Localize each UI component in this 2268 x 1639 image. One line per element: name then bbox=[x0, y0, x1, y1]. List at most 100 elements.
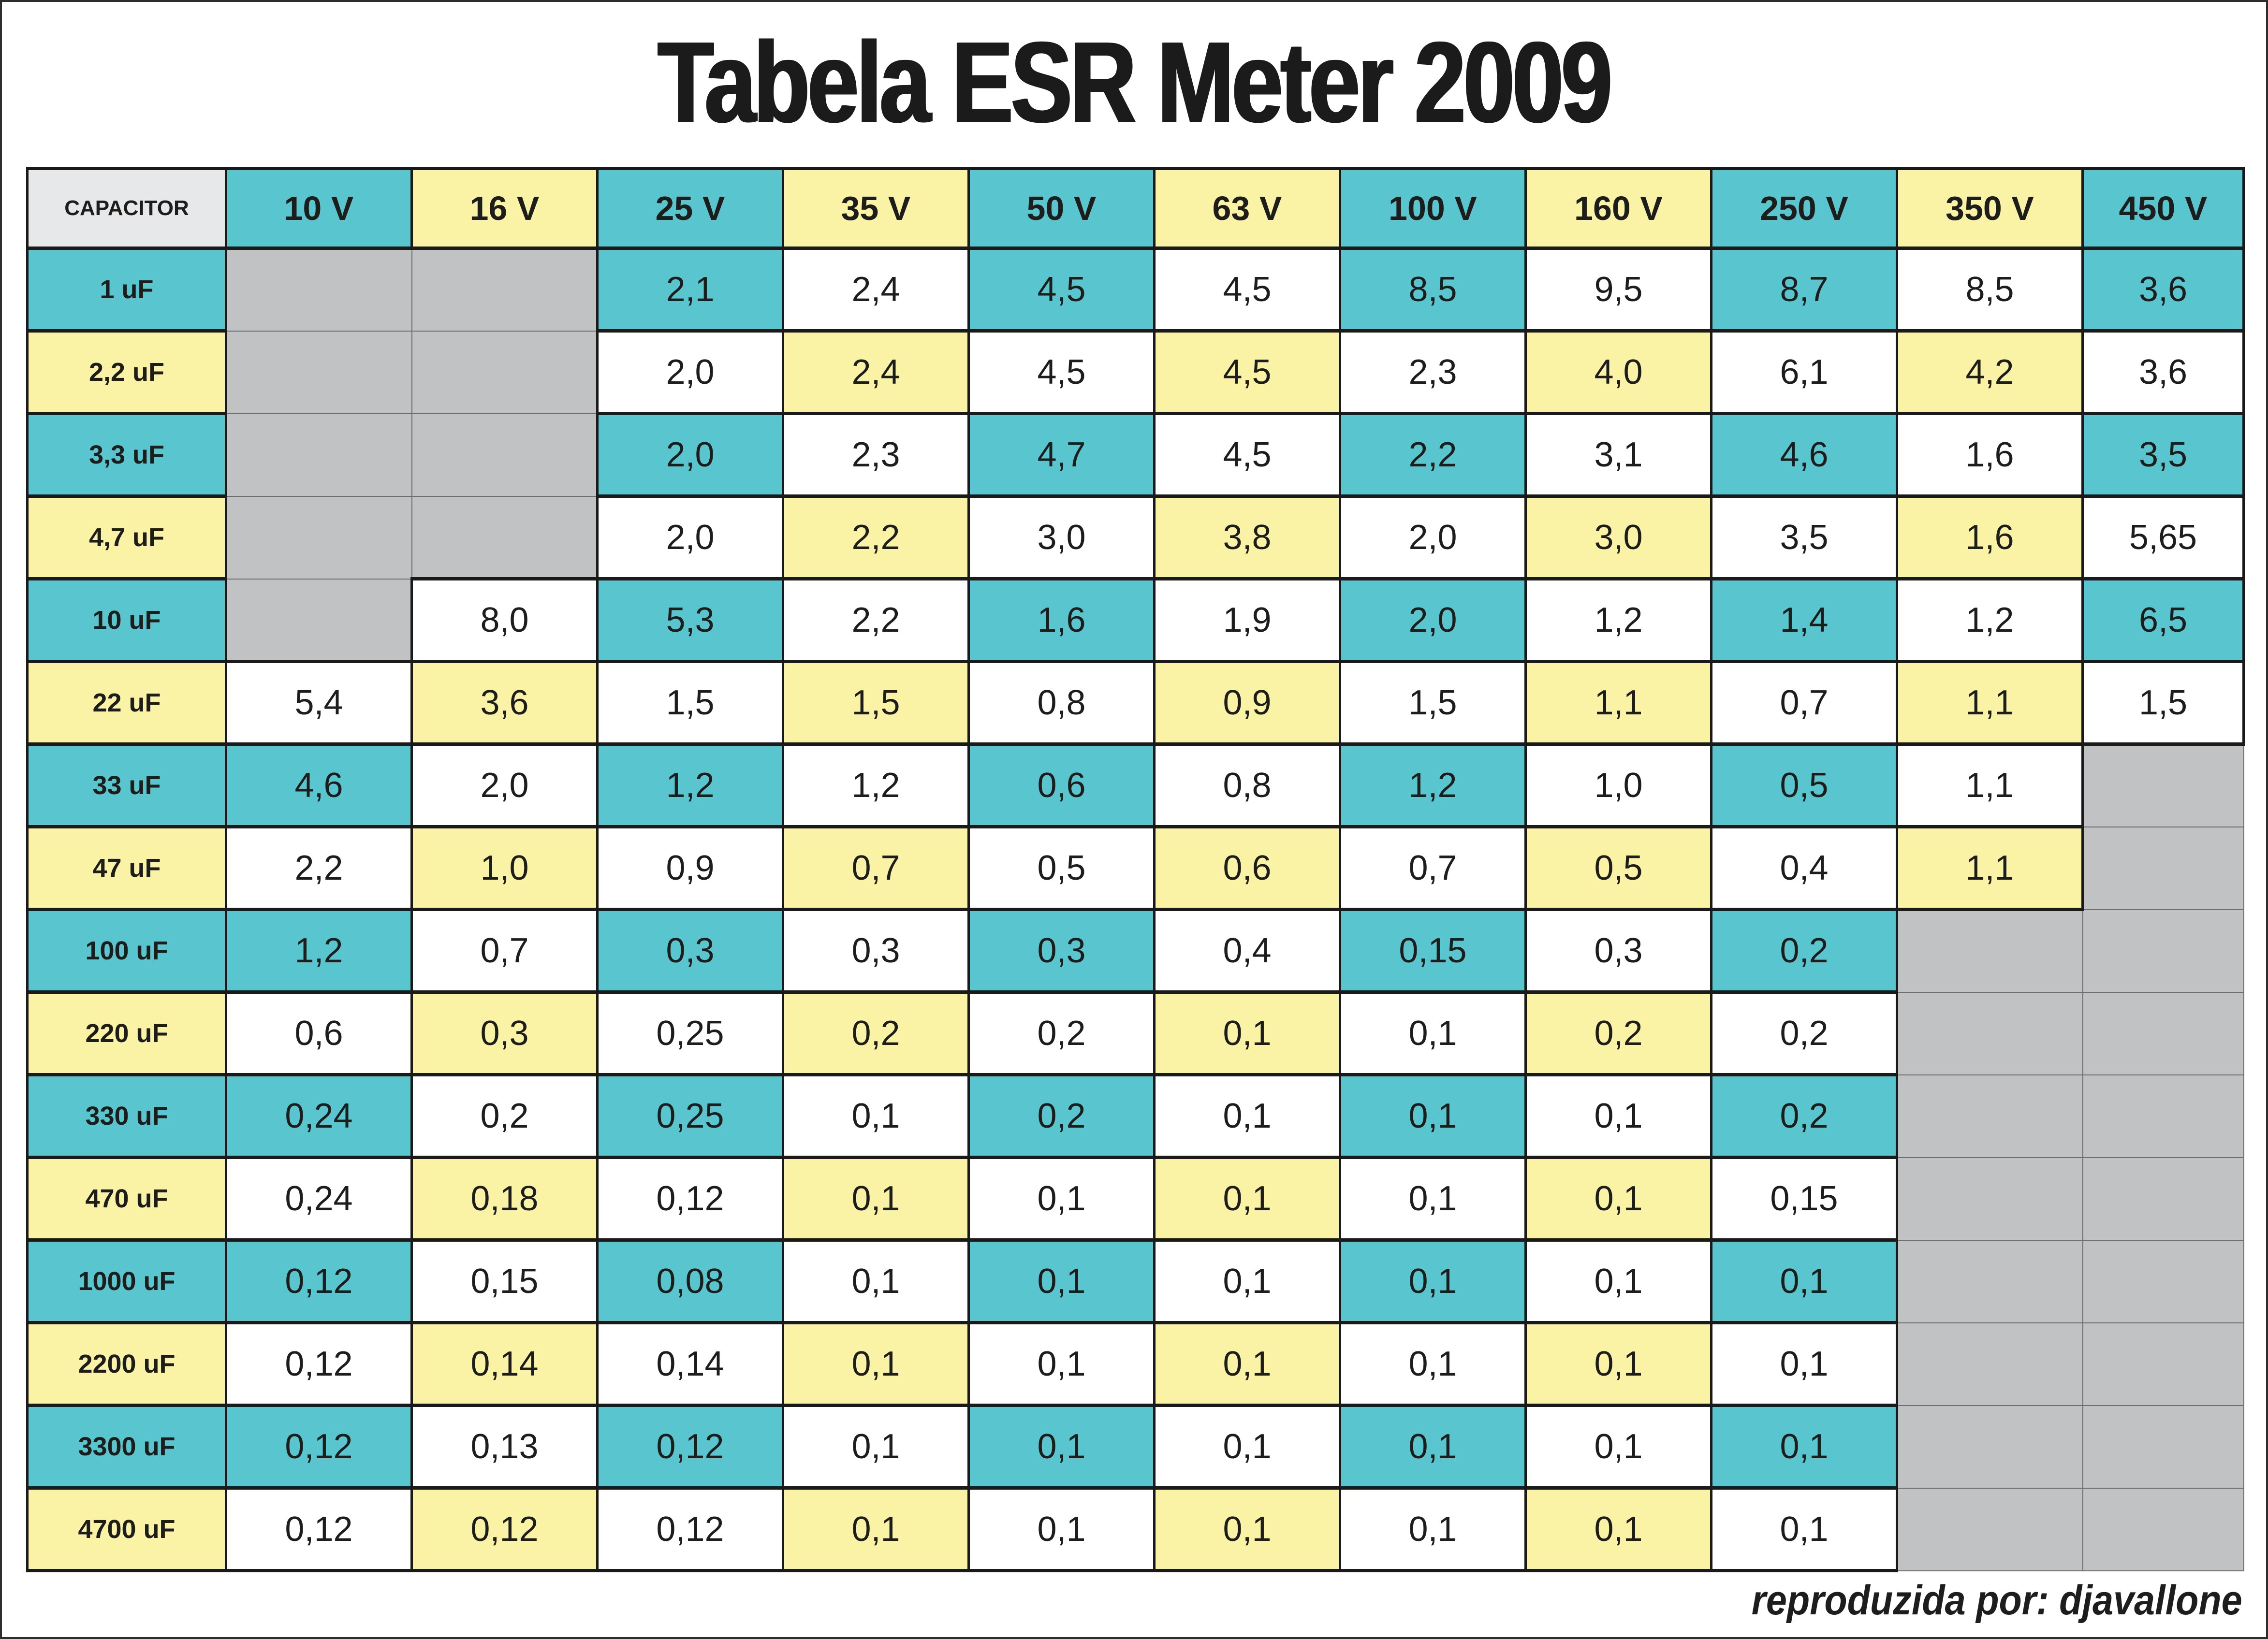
esr-value-cell: 0,7 bbox=[782, 825, 970, 911]
esr-value-cell: 8,0 bbox=[410, 577, 599, 663]
esr-value-cell: 0,3 bbox=[596, 908, 784, 994]
esr-value-cell: 2,0 bbox=[596, 494, 784, 580]
row-label-2200-uf: 2200 uF bbox=[26, 1321, 227, 1407]
empty-cell bbox=[411, 413, 598, 497]
esr-value-cell: 0,24 bbox=[225, 1156, 413, 1242]
esr-value-cell: 0,1 bbox=[1339, 1238, 1527, 1324]
row-label-22-uf: 22 uF bbox=[26, 660, 227, 746]
esr-value-cell: 0,6 bbox=[225, 990, 413, 1076]
esr-value-cell: 5,4 bbox=[225, 660, 413, 746]
esr-value-cell: 0,9 bbox=[1153, 660, 1341, 746]
esr-value-cell: 3,8 bbox=[1153, 494, 1341, 580]
esr-value-cell: 0,25 bbox=[596, 990, 784, 1076]
esr-value-cell: 1,2 bbox=[1524, 577, 1712, 663]
table-row: 100 uF 1,2 0,7 0,3 0,3 0,3 0,4 0,15 0,3 0,2 bbox=[26, 908, 2244, 994]
esr-value-cell: 1,5 bbox=[1339, 660, 1527, 746]
empty-cell bbox=[1896, 1322, 2083, 1406]
col-header-100-v: 100 V bbox=[1339, 167, 1527, 250]
empty-cell bbox=[1896, 1405, 2083, 1489]
row-label-1-uf: 1 uF bbox=[26, 247, 227, 333]
esr-value-cell: 2,0 bbox=[596, 329, 784, 415]
esr-value-cell: 3,6 bbox=[2081, 247, 2245, 333]
esr-value-cell: 0,1 bbox=[782, 1404, 970, 1490]
esr-value-cell: 1,6 bbox=[967, 577, 1156, 663]
col-header-16-v: 16 V bbox=[410, 167, 599, 250]
esr-value-cell: 4,0 bbox=[1524, 329, 1712, 415]
col-header-250-v: 250 V bbox=[1710, 167, 1898, 250]
empty-cell bbox=[225, 247, 412, 332]
table-row: 22 uF 5,4 3,6 1,5 1,5 0,8 0,9 1,5 1,1 0,7 1,1 1,5 bbox=[26, 660, 2245, 746]
row-label-33-uf: 33 uF bbox=[26, 742, 227, 828]
col-header-160-v: 160 V bbox=[1524, 167, 1712, 250]
empty-cell bbox=[2082, 1322, 2244, 1406]
esr-value-cell: 0,15 bbox=[1339, 908, 1527, 994]
esr-value-cell: 0,1 bbox=[1153, 990, 1341, 1076]
esr-value-cell: 1,6 bbox=[1896, 494, 2084, 580]
esr-value-cell: 0,12 bbox=[225, 1321, 413, 1407]
esr-value-cell: 4,5 bbox=[1153, 412, 1341, 498]
table-body: 1 uF 2,1 2,4 4,5 4,5 8,5 9,5 8,7 8,5 3,6 2,2 uF 2,0… bbox=[26, 247, 2245, 1572]
empty-cell bbox=[2082, 1239, 2244, 1323]
esr-value-cell: 0,4 bbox=[1710, 825, 1898, 911]
esr-value-cell: 0,8 bbox=[1153, 742, 1341, 828]
col-header-10-v: 10 V bbox=[225, 167, 413, 250]
esr-value-cell: 0,1 bbox=[1153, 1321, 1341, 1407]
row-label-1000-uf: 1000 uF bbox=[26, 1238, 227, 1324]
esr-value-cell: 3,6 bbox=[410, 660, 599, 746]
table-row: 4700 uF 0,12 0,12 0,12 0,1 0,1 0,1 0,1 0,1 0,1 bbox=[26, 1486, 2244, 1572]
esr-value-cell: 0,9 bbox=[596, 825, 784, 911]
row-label-330-uf: 330 uF bbox=[26, 1073, 227, 1159]
esr-value-cell: 0,7 bbox=[410, 908, 599, 994]
esr-value-cell: 0,1 bbox=[1339, 1156, 1527, 1242]
esr-value-cell: 3,0 bbox=[1524, 494, 1712, 580]
esr-value-cell: 0,1 bbox=[1524, 1486, 1712, 1572]
esr-value-cell: 0,6 bbox=[967, 742, 1156, 828]
esr-value-cell: 0,15 bbox=[410, 1238, 599, 1324]
esr-value-cell: 0,1 bbox=[1153, 1156, 1341, 1242]
esr-value-cell: 1,9 bbox=[1153, 577, 1341, 663]
esr-value-cell: 3,6 bbox=[2081, 329, 2245, 415]
esr-value-cell: 2,2 bbox=[782, 577, 970, 663]
esr-value-cell: 2,0 bbox=[1339, 494, 1527, 580]
empty-cell bbox=[225, 413, 412, 497]
esr-value-cell: 0,15 bbox=[1710, 1156, 1898, 1242]
esr-value-cell: 8,7 bbox=[1710, 247, 1898, 333]
row-label-2-2-uf: 2,2 uF bbox=[26, 329, 227, 415]
esr-value-cell: 3,0 bbox=[967, 494, 1156, 580]
empty-cell bbox=[1896, 1157, 2083, 1241]
esr-value-cell: 0,12 bbox=[410, 1486, 599, 1572]
esr-value-cell: 0,13 bbox=[410, 1404, 599, 1490]
esr-table: CAPACITOR 10 V 16 V 25 V 35 V 50 V 63 V 100 V 16… bbox=[26, 167, 2245, 1572]
esr-value-cell: 0,1 bbox=[1153, 1073, 1341, 1159]
esr-value-cell: 0,1 bbox=[967, 1486, 1156, 1572]
esr-value-cell: 2,0 bbox=[1339, 577, 1527, 663]
empty-cell bbox=[2082, 991, 2244, 1075]
empty-cell bbox=[225, 578, 412, 662]
esr-value-cell: 0,1 bbox=[782, 1238, 970, 1324]
empty-cell bbox=[225, 495, 412, 580]
header-row: CAPACITOR 10 V 16 V 25 V 35 V 50 V 63 V 100 V 16… bbox=[26, 167, 2245, 250]
esr-value-cell: 4,6 bbox=[1710, 412, 1898, 498]
row-label-220-uf: 220 uF bbox=[26, 990, 227, 1076]
esr-value-cell: 1,2 bbox=[1339, 742, 1527, 828]
esr-value-cell: 0,1 bbox=[1524, 1404, 1712, 1490]
esr-value-cell: 4,5 bbox=[967, 247, 1156, 333]
row-label-4-7-uf: 4,7 uF bbox=[26, 494, 227, 580]
esr-value-cell: 2,3 bbox=[1339, 329, 1527, 415]
esr-value-cell: 0,12 bbox=[225, 1238, 413, 1324]
esr-value-cell: 0,2 bbox=[782, 990, 970, 1076]
esr-value-cell: 1,1 bbox=[1896, 742, 2084, 828]
esr-value-cell: 3,5 bbox=[1710, 494, 1898, 580]
esr-value-cell: 0,5 bbox=[967, 825, 1156, 911]
esr-value-cell: 0,2 bbox=[1710, 990, 1898, 1076]
empty-cell bbox=[1896, 1487, 2083, 1571]
esr-value-cell: 0,3 bbox=[967, 908, 1156, 994]
esr-value-cell: 0,12 bbox=[596, 1486, 784, 1572]
empty-cell bbox=[225, 330, 412, 414]
esr-value-cell: 0,6 bbox=[1153, 825, 1341, 911]
esr-value-cell: 1,2 bbox=[1896, 577, 2084, 663]
empty-cell bbox=[2082, 826, 2244, 910]
esr-value-cell: 6,5 bbox=[2081, 577, 2245, 663]
esr-value-cell: 0,1 bbox=[1153, 1404, 1341, 1490]
table-row: 33 uF 4,6 2,0 1,2 1,2 0,6 0,8 1,2 1,0 0,5 1,1 bbox=[26, 742, 2244, 828]
